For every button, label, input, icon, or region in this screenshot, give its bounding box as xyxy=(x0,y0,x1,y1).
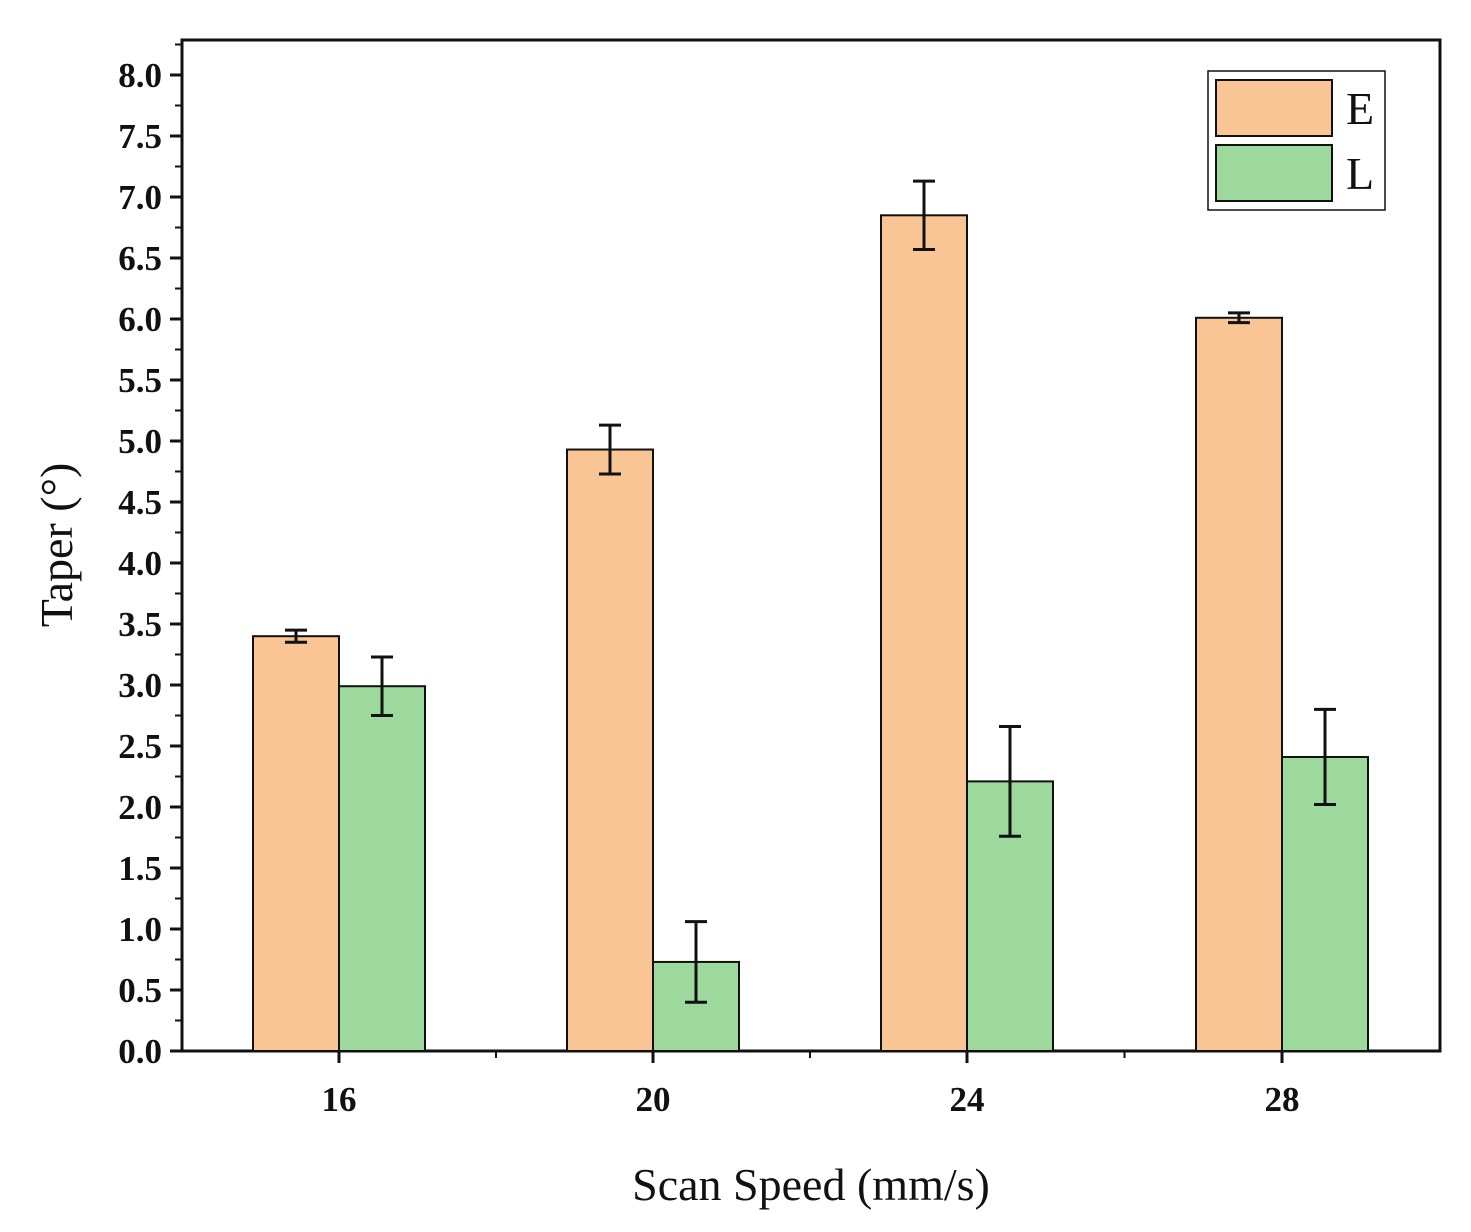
error-bar-L-24 xyxy=(999,724,1021,838)
x-axis: 16 20 24 28 xyxy=(322,1051,1300,1119)
x-tick-label: 20 xyxy=(636,1080,671,1119)
error-bar-E-20 xyxy=(599,423,621,476)
bar-E-28 xyxy=(1195,316,1283,1052)
y-tick-label: 5.0 xyxy=(118,422,162,461)
x-axis-title: Scan Speed (mm/s) xyxy=(632,1159,990,1210)
error-bar-L-16 xyxy=(371,655,393,717)
x-tick-label: 24 xyxy=(950,1080,985,1119)
y-tick-label: 8.0 xyxy=(118,56,162,95)
y-tick-label: 1.5 xyxy=(118,849,162,888)
y-tick-label: 5.5 xyxy=(118,361,162,400)
y-tick-label: 2.5 xyxy=(118,727,162,766)
y-tick-label: 2.0 xyxy=(118,788,162,827)
legend: EL xyxy=(1207,70,1386,211)
bar-E-16 xyxy=(252,635,340,1052)
error-bar-L-28 xyxy=(1314,707,1336,807)
y-axis: 0.0 0.5 1.0 1.5 2.0 2.5 3.0 3.5 4.0 4.5 5.0 5.5 6.0 6… xyxy=(118,43,182,1071)
bar-E-24 xyxy=(880,214,968,1053)
y-tick-label: 7.5 xyxy=(118,117,162,156)
legend-label-E: E xyxy=(1346,83,1374,134)
x-tick-label: 16 xyxy=(322,1080,357,1119)
error-bar-E-24 xyxy=(913,179,935,251)
bar-L-16 xyxy=(338,685,426,1052)
legend-swatch-E xyxy=(1215,79,1333,137)
y-tick-label: 0.0 xyxy=(118,1032,162,1071)
y-tick-label: 6.5 xyxy=(118,239,162,278)
x-tick-label: 28 xyxy=(1265,1080,1300,1119)
bar-E-20 xyxy=(566,448,654,1053)
legend-label-L: L xyxy=(1346,148,1374,199)
y-tick-label: 3.0 xyxy=(118,666,162,705)
y-tick-label: 4.0 xyxy=(118,544,162,583)
y-tick-label: 6.0 xyxy=(118,300,162,339)
error-bar-L-20 xyxy=(685,920,707,1004)
y-tick-label: 3.5 xyxy=(118,605,162,644)
y-tick-label: 1.0 xyxy=(118,910,162,949)
y-tick-label: 4.5 xyxy=(118,483,162,522)
bar-series xyxy=(252,214,1369,1053)
error-bars xyxy=(285,179,1336,1004)
y-tick-label: 7.0 xyxy=(118,178,162,217)
legend-swatch-L xyxy=(1215,144,1333,202)
error-bar-E-16 xyxy=(285,628,307,644)
y-axis-title: Taper (°) xyxy=(31,463,82,628)
y-tick-label: 0.5 xyxy=(118,971,162,1010)
error-bar-E-28 xyxy=(1228,311,1250,325)
